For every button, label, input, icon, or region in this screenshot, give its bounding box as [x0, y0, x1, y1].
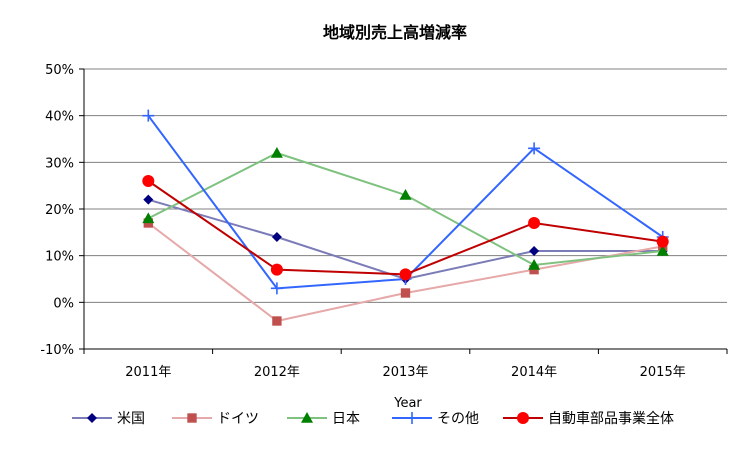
data-point [400, 288, 411, 298]
legend-item: その他 [392, 411, 479, 427]
legend-marker [517, 412, 529, 424]
data-point [399, 268, 412, 281]
legend-marker [87, 413, 97, 423]
data-point [142, 109, 155, 122]
x-tick-label: 2011年 [125, 365, 171, 380]
y-tick-label: 40% [45, 110, 74, 125]
x-axis-ticks: 2011年 2012年 2013年 2014年 2015年 [83, 349, 728, 380]
x-tick-label: 2012年 [254, 365, 300, 380]
legend-label: 米国 [117, 411, 145, 427]
legend-label: ドイツ [217, 411, 259, 427]
legend-marker [187, 413, 197, 423]
data-point [270, 282, 283, 295]
y-tick-label: 20% [45, 203, 74, 218]
legend-item: 米国 [72, 411, 145, 427]
y-tick-label: 30% [45, 156, 74, 171]
legend-item: 自動車部品事業全体 [503, 410, 674, 427]
legend-label: 自動車部品事業全体 [548, 410, 674, 427]
y-tick-label: -10% [40, 343, 74, 358]
y-tick-label: 10% [45, 250, 74, 265]
series-2 [142, 147, 669, 270]
series-line [148, 198, 663, 281]
data-point [142, 212, 155, 224]
legend-label: 日本 [332, 411, 360, 427]
x-tick-label: 2014年 [511, 365, 557, 380]
data-point [529, 246, 540, 256]
data-point [272, 316, 282, 326]
x-tick-label: 2013年 [382, 365, 428, 380]
data-point [528, 142, 541, 155]
data-point [270, 147, 283, 158]
x-tick-label: 2015年 [640, 365, 686, 380]
data-point [271, 232, 282, 242]
legend-item: 日本 [287, 411, 360, 427]
legend-marker [301, 412, 313, 423]
legend-label: その他 [437, 411, 479, 427]
x-axis-title: Year [393, 396, 422, 411]
y-tick-label: 50% [45, 63, 74, 78]
legend-item: ドイツ [172, 411, 259, 427]
legend-marker [406, 412, 418, 424]
data-point [270, 263, 283, 276]
data-point [528, 217, 541, 229]
series-line [147, 115, 664, 290]
y-axis-ticks: -10% 0% 10% 20% 30% 40% 50% [40, 63, 84, 358]
data-point [142, 175, 155, 187]
series-lines [142, 109, 669, 326]
data-point [656, 245, 669, 256]
series-4 [142, 175, 669, 281]
legend: 米国 ドイツ 日本 その他 自動車部品事業全体 [72, 410, 674, 427]
data-point [143, 194, 154, 205]
chart-title: 地域別売上高増減率 [323, 23, 467, 42]
data-point [656, 235, 669, 248]
data-point [399, 189, 412, 200]
y-tick-label: 0% [53, 296, 74, 311]
data-point [528, 259, 541, 270]
series-3 [142, 109, 669, 295]
